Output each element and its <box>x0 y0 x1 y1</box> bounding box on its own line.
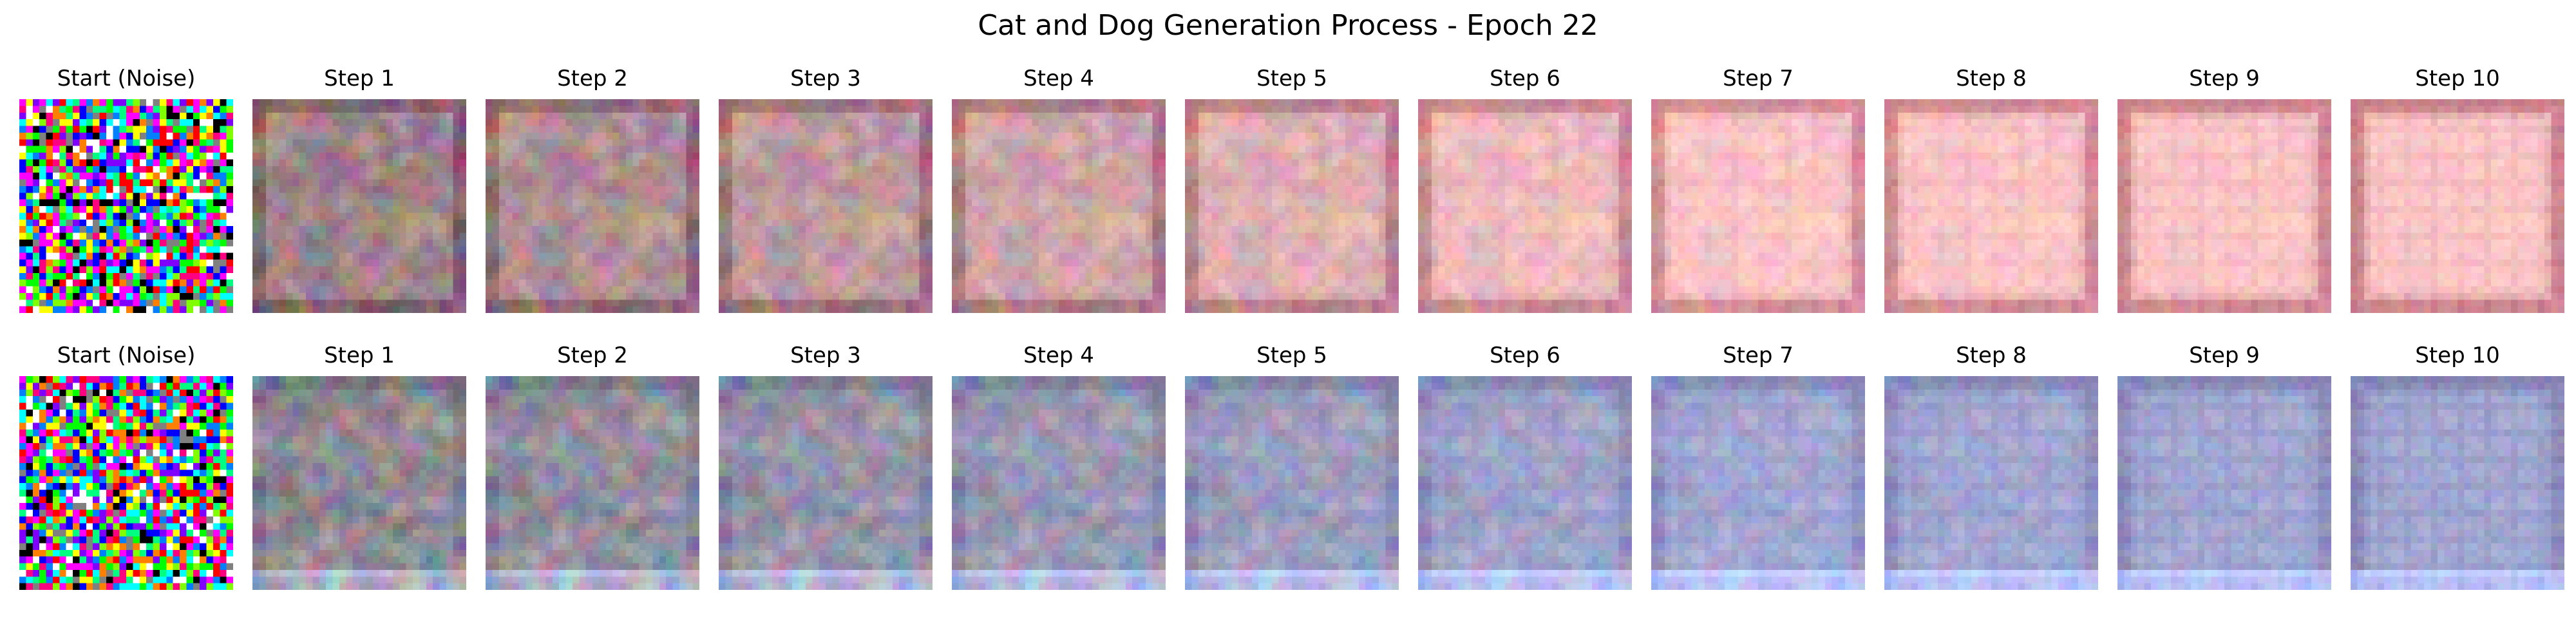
panel-title: Step 9 <box>2189 66 2260 91</box>
noise-image <box>19 99 233 313</box>
panel-title: Step 9 <box>2189 343 2260 368</box>
generated-image <box>2117 376 2331 590</box>
panel-row2-step-9: Step 9 <box>2117 341 2331 590</box>
panel-row1-step-10: Step 10 <box>2351 64 2564 313</box>
generated-image <box>2351 99 2564 313</box>
panel-title: Step 4 <box>1023 343 1094 368</box>
panel-title: Step 3 <box>790 66 861 91</box>
generated-image <box>719 376 933 590</box>
panel-row2-step-6: Step 6 <box>1418 341 1632 590</box>
panel-row1-step-8: Step 8 <box>1884 64 2098 313</box>
panel-title: Step 1 <box>324 343 395 368</box>
panel-row2-step-2: Step 2 <box>486 341 699 590</box>
panel-title: Start (Noise) <box>57 343 196 368</box>
panel-row1-step-1: Step 1 <box>252 64 466 313</box>
generated-image <box>1884 376 2098 590</box>
panel-title: Step 8 <box>1956 66 2027 91</box>
panel-row1-noise: Start (Noise) <box>19 64 233 313</box>
panel-title: Step 5 <box>1256 343 1327 368</box>
panel-title: Step 4 <box>1023 66 1094 91</box>
panel-row2-step-3: Step 3 <box>719 341 933 590</box>
generated-image <box>486 376 699 590</box>
noise-image <box>19 376 233 590</box>
panel-title: Step 10 <box>2415 343 2500 368</box>
generated-image <box>252 376 466 590</box>
panel-title: Step 7 <box>1723 66 1794 91</box>
generated-image <box>1418 99 1632 313</box>
panel-row2-step-7: Step 7 <box>1651 341 1865 590</box>
generated-image <box>252 99 466 313</box>
panel-row2-step-8: Step 8 <box>1884 341 2098 590</box>
panel-row1-step-6: Step 6 <box>1418 64 1632 313</box>
panel-title: Step 2 <box>557 343 628 368</box>
panel-row1-step-5: Step 5 <box>1185 64 1399 313</box>
panel-title: Step 8 <box>1956 343 2027 368</box>
panel-row1-step-3: Step 3 <box>719 64 933 313</box>
generated-image <box>486 99 699 313</box>
panel-title: Step 6 <box>1490 343 1560 368</box>
panel-row1-step-4: Step 4 <box>952 64 1166 313</box>
figure-title: Cat and Dog Generation Process - Epoch 2… <box>978 9 1598 42</box>
panel-row1-step-7: Step 7 <box>1651 64 1865 313</box>
panel-title: Step 3 <box>790 343 861 368</box>
panel-row1-step-9: Step 9 <box>2117 64 2331 313</box>
generated-image <box>1185 99 1399 313</box>
panel-title: Step 7 <box>1723 343 1794 368</box>
panel-row2-noise: Start (Noise) <box>19 341 233 590</box>
panel-title: Step 1 <box>324 66 395 91</box>
panel-title: Step 6 <box>1490 66 1560 91</box>
panel-row2-step-5: Step 5 <box>1185 341 1399 590</box>
panel-row2-step-4: Step 4 <box>952 341 1166 590</box>
panel-row2-step-10: Step 10 <box>2351 341 2564 590</box>
generated-image <box>1185 376 1399 590</box>
generated-image <box>1418 376 1632 590</box>
generated-image <box>2351 376 2564 590</box>
generated-image <box>1651 99 1865 313</box>
generated-image <box>952 99 1166 313</box>
generated-image <box>719 99 933 313</box>
panel-title: Start (Noise) <box>57 66 196 91</box>
generated-image <box>1884 99 2098 313</box>
panel-row2-step-1: Step 1 <box>252 341 466 590</box>
generated-image <box>952 376 1166 590</box>
panel-title: Step 2 <box>557 66 628 91</box>
generated-image <box>1651 376 1865 590</box>
panel-row1-step-2: Step 2 <box>486 64 699 313</box>
panel-title: Step 10 <box>2415 66 2500 91</box>
generated-image <box>2117 99 2331 313</box>
panel-title: Step 5 <box>1256 66 1327 91</box>
